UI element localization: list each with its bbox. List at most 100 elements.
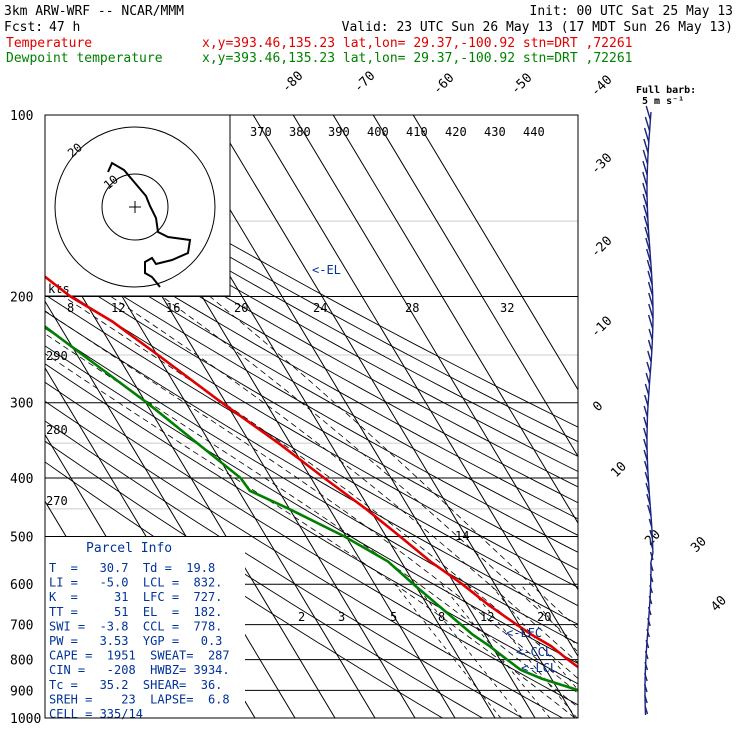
theta-label: 370 (250, 125, 272, 139)
parcel-info-panel: Parcel Info T = 30.7 Td = 19.8LI = -5.0 … (45, 537, 245, 721)
dry-adiabat (45, 294, 578, 607)
mixing-ratio-label: 28 (405, 301, 419, 315)
wind-barb-flag (644, 383, 650, 396)
moist-adiabat (45, 353, 576, 718)
mixing-ratio-label: 24 (313, 301, 327, 315)
barb-legend-unit: 5 m s⁻¹ (642, 96, 684, 107)
dry-adiabat (45, 188, 578, 488)
init-time: Init: 00 UTC Sat 25 May 13 (530, 4, 734, 19)
theta-label: 380 (289, 125, 311, 139)
parcel-info-row: CELL = 335/14 (49, 707, 143, 721)
wind-barb-flag (649, 529, 653, 539)
pressure-tick-label: 800 (10, 654, 33, 669)
parcel-info-row: SREH = 23 LAPSE= 6.8 (49, 692, 230, 706)
pressure-tick-label: 100 (10, 109, 33, 124)
mixing-ratio-low-label: 8 (438, 610, 445, 624)
wind-barb-flag (645, 482, 651, 495)
moist-adiabat (63, 296, 578, 680)
dry-adiabat (45, 381, 578, 706)
theta-label: 400 (367, 125, 389, 139)
isotherm-label: 40 (708, 593, 730, 615)
wind-barb-flag (649, 562, 654, 572)
theta-left-label: 280 (46, 423, 68, 437)
wind-barb-flag (644, 116, 651, 132)
theta-label: 410 (406, 125, 428, 139)
model-title: 3km ARW-WRF -- NCAR/MMM (4, 4, 184, 19)
wind-barb-flag (643, 405, 649, 418)
isotherm-label: -50 (508, 71, 535, 98)
wind-barb-flag (647, 270, 653, 286)
pressure-tick-label: 700 (10, 619, 33, 634)
dry-adiabat (45, 277, 578, 588)
dry-adiabat (45, 345, 578, 664)
isotherm-label: 0 (590, 399, 606, 415)
moist-adiabat (45, 310, 578, 694)
hodograph-inner-ring (101, 173, 169, 241)
wind-barb-flag (642, 193, 649, 209)
pressure-tick-label: 500 (10, 530, 33, 545)
isotherm-line (252, 115, 578, 658)
theta-left-label: 290 (46, 349, 68, 363)
wind-barb-flag (647, 606, 652, 616)
wind-barb-flag (644, 394, 649, 407)
wind-barb-flag (642, 204, 649, 220)
wind-barb-flag (649, 573, 654, 583)
wind-barb-flag (644, 672, 648, 682)
mixing-ratio-line (489, 583, 578, 691)
level-marker: <-LCL (521, 661, 557, 675)
mixing-ratio-line (394, 583, 502, 718)
pressure-tick-label: 900 (10, 684, 33, 699)
isotherm-label: -30 (588, 151, 615, 178)
isotherm-line (332, 115, 578, 524)
wind-barb-flag (646, 361, 651, 374)
pressure-tick-label: 200 (10, 291, 33, 306)
wind-barb-flag (644, 661, 649, 671)
theta-label: 420 (445, 125, 467, 139)
theta-label: 430 (484, 125, 506, 139)
theta-label: 390 (328, 125, 350, 139)
wind-barb-flag (648, 292, 654, 308)
wind-barb-flag (646, 628, 651, 638)
wind-barb-flag (649, 551, 654, 561)
mixing-ratio-line (441, 583, 551, 718)
isotherm-label: 30 (688, 534, 710, 556)
mixing-ratio-low-label: 2 (298, 610, 305, 624)
isotherm-label: -40 (588, 73, 615, 100)
dry-adiabat (45, 363, 578, 685)
wind-barb-flag (644, 471, 650, 484)
dry-adiabat (45, 216, 578, 520)
parcel-info-row: TT = 51 EL = 182. (49, 605, 222, 619)
parcel-info-row: T = 30.7 Td = 19.8 (49, 561, 215, 575)
level-marker: <-LFC (506, 626, 542, 640)
dry-adiabat (45, 147, 578, 443)
wind-barb-flag (643, 127, 650, 143)
dry-adiabat (45, 231, 578, 536)
hodograph-trace (107, 161, 192, 288)
level-marker: <-EL (312, 263, 341, 277)
mixing-ratio-label: 32 (500, 301, 514, 315)
wind-barb-flag (645, 639, 650, 649)
wind-barb-flag (644, 226, 650, 242)
dewpoint-legend: Dewpoint temperature (6, 51, 163, 66)
wind-barb-flag (643, 460, 649, 473)
isotherm-line (212, 115, 576, 718)
temperature-location: x,y=393.46,135.23 lat,lon= 29.37,-100.92… (202, 36, 632, 51)
isotherm-line (372, 115, 578, 458)
wind-barb-flag (643, 416, 648, 429)
mixing-ratio-label: 12 (111, 301, 125, 315)
wind-barb-flag (643, 215, 650, 231)
moist-adiabat (110, 296, 578, 664)
sounding-curves (45, 275, 578, 692)
dry-adiabat (45, 310, 578, 625)
pressure-tick-label: 400 (10, 472, 33, 487)
theta-left-label: 270 (46, 494, 68, 508)
wind-barb-flag (643, 427, 648, 440)
wind-barb-flag (645, 237, 651, 253)
dry-adiabat (45, 202, 578, 504)
pressure-tick-label: 300 (10, 397, 33, 412)
mixing-ratio-label: 8 (67, 301, 74, 315)
mixing-ratio-line (414, 583, 523, 718)
isotherm-label: -70 (351, 69, 378, 96)
wind-barb-flag (648, 303, 654, 319)
